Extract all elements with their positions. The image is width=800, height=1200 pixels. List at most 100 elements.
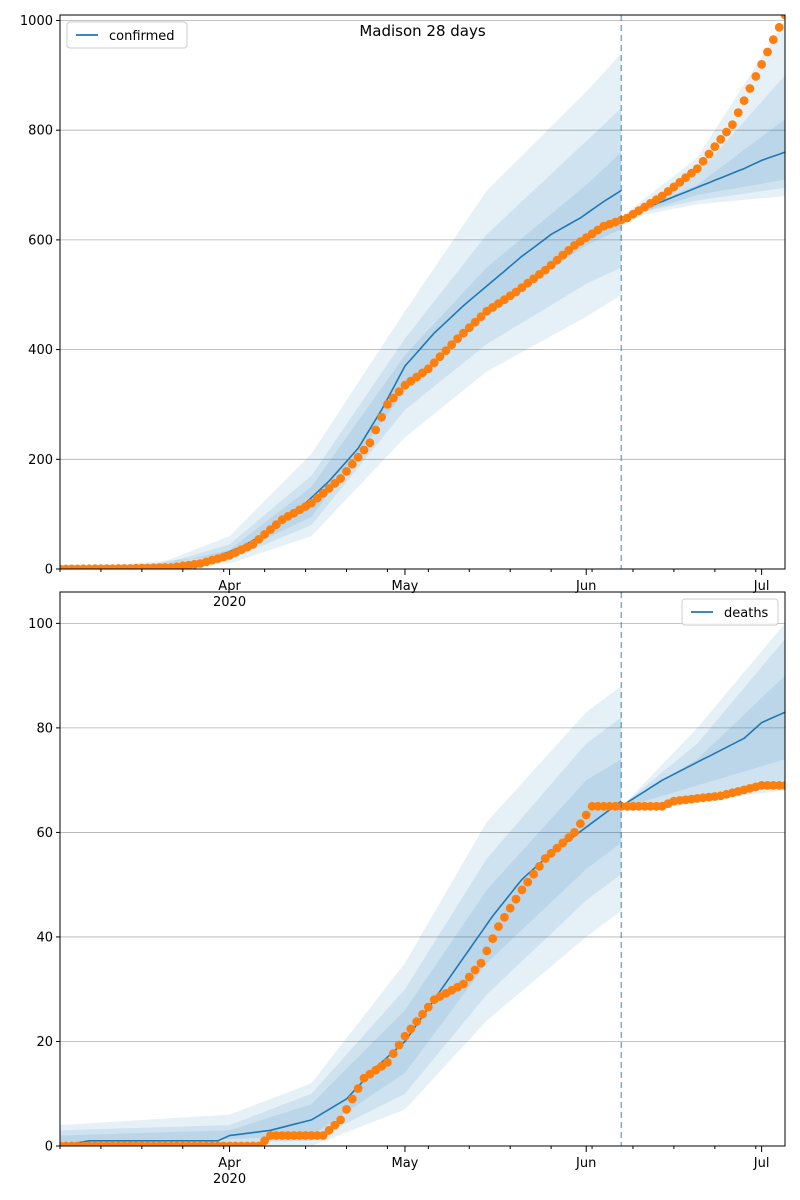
observed-point [318, 1131, 328, 1140]
observed-point [459, 328, 468, 338]
observed-point [418, 1009, 427, 1019]
observed-point [780, 15, 785, 20]
observed-point [412, 1017, 422, 1026]
observed-point [388, 393, 398, 403]
legend-label: confirmed [109, 29, 175, 44]
observed-point [336, 1115, 345, 1125]
band-middle [60, 717, 622, 1146]
x-tick-label: Jul [753, 1156, 770, 1171]
observed-point [535, 862, 544, 871]
observed-point [494, 922, 503, 931]
observed-point [751, 72, 761, 81]
observed-point [365, 438, 375, 448]
deaths-line [60, 800, 622, 1146]
observed-point [260, 530, 269, 539]
observed-point [394, 387, 404, 396]
legend-label: deaths [724, 606, 769, 621]
observed-point [394, 1040, 404, 1050]
legend: confirmed [66, 21, 188, 49]
observed-point [423, 364, 433, 374]
observed-point [505, 903, 515, 913]
legend-box [66, 21, 188, 49]
observed-point [511, 894, 521, 904]
chart-title: Madison 28 days [359, 22, 486, 40]
x-tick-sublabel: 2020 [213, 595, 246, 610]
observed-point [470, 317, 480, 327]
x-tick-label: Apr [218, 579, 241, 594]
observed-point [757, 60, 766, 69]
observed-point [657, 191, 667, 201]
y-tick-label: 80 [36, 721, 53, 736]
plot-area [60, 15, 785, 569]
observed-point [441, 346, 451, 356]
observed-point [388, 1049, 398, 1059]
observed-point [482, 946, 492, 956]
band-outer [627, 623, 785, 812]
observed-point [546, 848, 556, 858]
observed-point [669, 182, 679, 192]
observed-point [552, 843, 562, 853]
y-tick-label: 20 [36, 1035, 53, 1050]
observed-point [347, 1094, 357, 1104]
observed-point [558, 838, 568, 848]
observed-point [324, 1125, 334, 1135]
band-outer [60, 686, 622, 1146]
observed-point [353, 1084, 363, 1093]
y-tick-label: 0 [45, 563, 53, 578]
observed-point [453, 334, 462, 343]
observed-point [383, 1058, 392, 1067]
observed-point [459, 979, 468, 989]
observed-point [383, 400, 392, 409]
observed-point [774, 22, 784, 32]
observed-point [698, 156, 708, 166]
observed-point [780, 781, 785, 790]
observed-point [260, 1136, 269, 1146]
observed-point [406, 1024, 416, 1034]
deaths-forecast-line [620, 711, 785, 807]
observed-point [564, 245, 574, 255]
observed-point [710, 142, 720, 152]
y-tick-label: 100 [28, 617, 53, 632]
observed-point [540, 854, 550, 863]
y-tick-label: 200 [28, 453, 53, 468]
y-tick-label: 400 [28, 343, 53, 358]
observed-point [739, 96, 749, 105]
observed-point [564, 833, 574, 842]
y-tick-label: 40 [36, 930, 53, 945]
observed-point [581, 810, 591, 820]
observed-point [377, 412, 386, 422]
observed-point [342, 1105, 351, 1114]
observed-point [529, 869, 538, 879]
y-tick-label: 60 [36, 826, 53, 841]
observed-point [324, 484, 334, 493]
observed-point [312, 493, 322, 503]
observed-point [470, 965, 480, 975]
x-tick-label: Apr [218, 1156, 241, 1171]
observed-point [353, 452, 363, 462]
observed-point [254, 535, 264, 544]
observed-point [716, 134, 726, 144]
observed-point [318, 488, 328, 498]
observed-point [476, 312, 486, 322]
x-tick-label: Jul [753, 579, 770, 594]
observed-point [266, 525, 275, 534]
y-tick-label: 600 [28, 233, 53, 248]
band-inner [627, 119, 785, 217]
observed-point [330, 1120, 340, 1130]
observed-point [500, 912, 509, 922]
band-outer [60, 53, 622, 569]
observed-point [552, 255, 562, 265]
observed-point [558, 250, 568, 260]
observed-point [733, 108, 743, 117]
y-tick-label: 0 [45, 1140, 53, 1155]
observed-point [576, 819, 585, 829]
observed-point [540, 265, 550, 275]
y-tick-label: 800 [28, 124, 53, 139]
observed-point [464, 323, 474, 333]
observed-point [570, 828, 579, 837]
observed-point [429, 358, 439, 368]
observed-point [704, 149, 714, 159]
